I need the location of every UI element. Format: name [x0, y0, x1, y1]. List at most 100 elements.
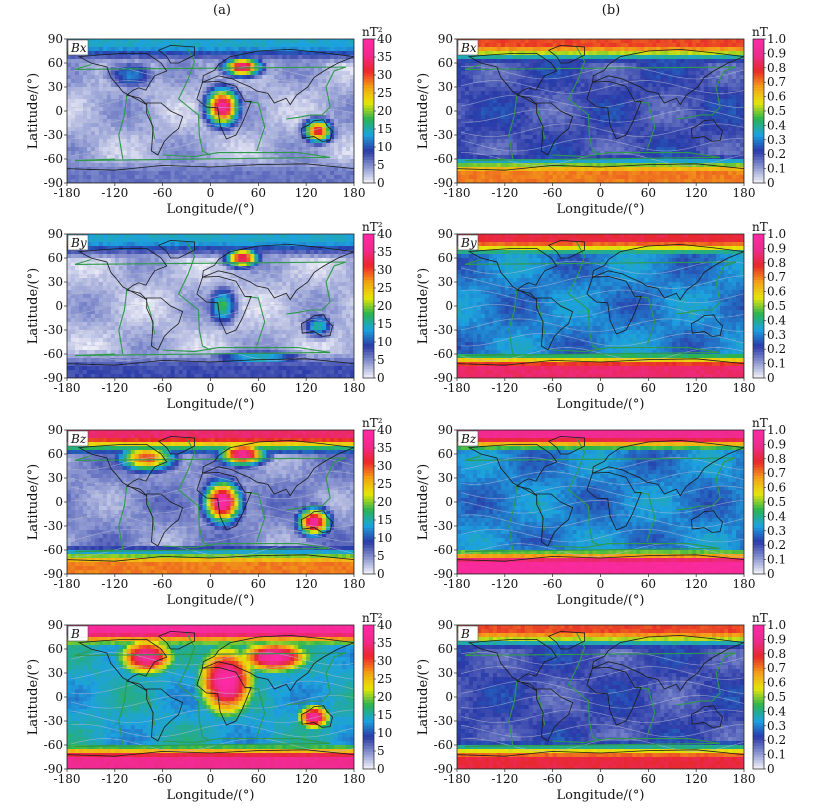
heat-cell	[342, 39, 347, 44]
heat-cell	[680, 59, 685, 64]
heat-cell	[114, 127, 120, 132]
heat-cell	[568, 95, 574, 100]
heat-cell	[740, 67, 744, 72]
heat-cell	[67, 159, 72, 164]
heat-cell	[728, 83, 733, 88]
heat-cell	[286, 135, 291, 140]
heat-cell	[318, 147, 323, 152]
heat-cell	[114, 135, 120, 140]
colorbar-step	[363, 62, 374, 66]
heat-cell	[258, 91, 263, 96]
heat-cell	[146, 135, 152, 140]
heat-cell	[732, 143, 737, 148]
heat-cell	[138, 55, 144, 60]
heat-cell	[278, 151, 283, 156]
heat-cell	[178, 175, 184, 180]
heat-cell	[150, 155, 156, 160]
heat-cell	[262, 47, 267, 52]
heat-cell	[532, 47, 538, 52]
heat-cell	[326, 179, 331, 183]
heat-cell	[696, 43, 701, 48]
heat-cell	[720, 75, 725, 80]
heat-cell	[322, 151, 327, 156]
heat-cell	[604, 55, 610, 60]
heat-cell	[162, 123, 168, 128]
heat-cell	[688, 79, 693, 84]
heat-cell	[254, 131, 259, 136]
heat-cell	[142, 79, 148, 84]
heat-cell	[512, 95, 518, 100]
coastline	[67, 163, 354, 183]
heat-cell	[616, 123, 622, 128]
heat-cell	[294, 171, 299, 176]
heat-cell	[298, 119, 303, 124]
heat-cell	[560, 99, 566, 104]
heat-cell	[194, 155, 200, 160]
heat-cell	[660, 99, 665, 104]
heat-cell	[688, 55, 693, 60]
heat-cell	[82, 95, 88, 100]
heat-cell	[338, 139, 343, 144]
heat-cell	[512, 115, 518, 120]
heat-cell	[480, 47, 486, 52]
heat-cell	[154, 39, 160, 44]
heat-cell	[182, 115, 188, 120]
heat-cell	[504, 151, 510, 156]
heat-cell	[588, 119, 594, 124]
heat-cell	[684, 139, 689, 144]
colorbar-tick-label: 40	[377, 32, 392, 46]
heat-cell	[568, 51, 574, 56]
heat-cell	[198, 107, 204, 112]
heat-cell	[680, 111, 685, 116]
heat-cell	[118, 111, 124, 116]
heat-cell	[334, 135, 339, 140]
heat-cell	[492, 115, 498, 120]
heat-cell	[612, 99, 618, 104]
heat-cell	[182, 91, 188, 96]
heat-cell	[150, 79, 156, 84]
heat-cell	[624, 71, 630, 76]
heat-cell	[274, 59, 279, 64]
heat-cell	[588, 163, 594, 168]
heat-cell	[106, 167, 112, 172]
heat-cell	[294, 135, 299, 140]
heat-cell	[342, 55, 347, 60]
heat-cell	[250, 123, 255, 128]
heat-cell	[254, 171, 259, 176]
heat-cell	[342, 163, 347, 168]
heat-cell	[720, 139, 725, 144]
heat-cell	[468, 107, 474, 112]
heat-cell	[664, 111, 669, 116]
heat-cell	[592, 91, 598, 96]
heat-cell	[182, 39, 188, 44]
heat-cell	[258, 139, 263, 144]
heat-cell	[632, 147, 637, 152]
heat-cell	[86, 139, 92, 144]
heat-cell	[708, 39, 713, 44]
heat-cell	[460, 107, 466, 112]
heat-cell	[194, 175, 200, 180]
heat-cell	[716, 131, 721, 136]
heat-cell	[672, 127, 677, 132]
heat-cell	[568, 115, 574, 120]
heat-cell	[122, 159, 128, 164]
heat-cell	[484, 83, 490, 88]
heat-cell	[484, 99, 490, 104]
heat-cell	[536, 47, 542, 52]
heat-cell	[274, 151, 279, 156]
heat-cell	[338, 167, 343, 172]
heat-cell	[472, 107, 478, 112]
heat-cell	[254, 175, 259, 180]
heat-cell	[528, 103, 534, 108]
heat-cell	[712, 159, 717, 164]
heat-cell	[596, 139, 602, 144]
heat-cell	[672, 139, 677, 144]
heat-cell	[138, 123, 144, 128]
heat-cell	[90, 123, 96, 128]
x-tick-label: -180	[54, 186, 81, 200]
heat-cell	[480, 135, 486, 140]
heat-cell	[214, 107, 220, 112]
colorbar-tick-label: 30	[377, 68, 392, 82]
heat-cell	[82, 75, 88, 80]
heat-cell	[704, 115, 709, 120]
